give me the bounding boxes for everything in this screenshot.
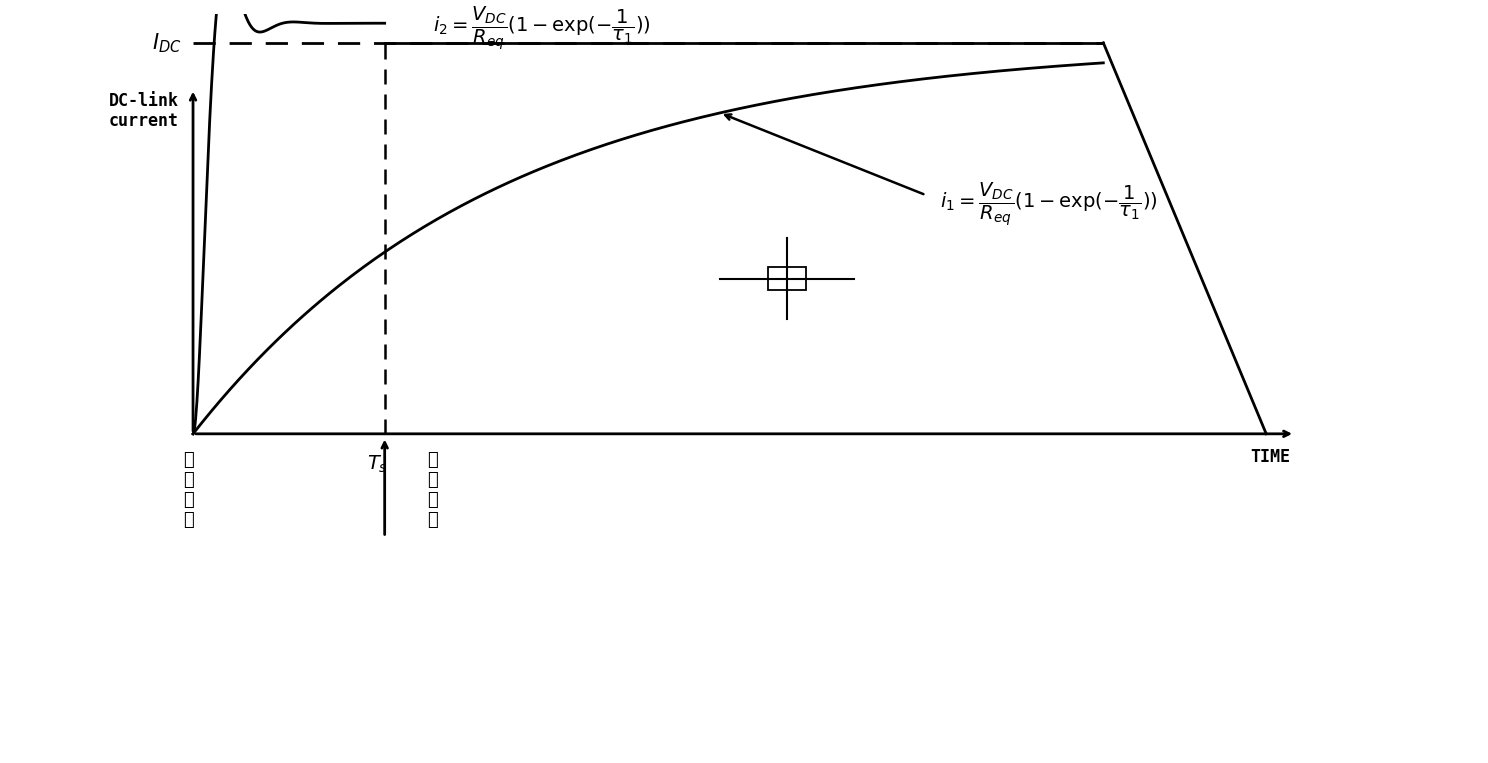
Text: $T_s$: $T_s$ (366, 454, 387, 475)
Bar (768, 267, 806, 290)
Text: $i_2 = \dfrac{V_{DC}}{R_{eq}}(1-\exp(-\dfrac{1}{\tau_1}))$: $i_2 = \dfrac{V_{DC}}{R_{eq}}(1-\exp(-\d… (433, 5, 650, 53)
Text: $I_{DC}$: $I_{DC}$ (152, 31, 182, 55)
Text: 向
量
结
束: 向 量 结 束 (427, 451, 437, 530)
Text: 向
量
开
始: 向 量 开 始 (183, 451, 193, 530)
Text: DC-link
current: DC-link current (109, 92, 179, 130)
Text: TIME: TIME (1250, 448, 1290, 466)
Text: $i_1 = \dfrac{V_{DC}}{R_{eq}}(1-\exp(-\dfrac{1}{\tau_1}))$: $i_1 = \dfrac{V_{DC}}{R_{eq}}(1-\exp(-\d… (940, 180, 1158, 227)
